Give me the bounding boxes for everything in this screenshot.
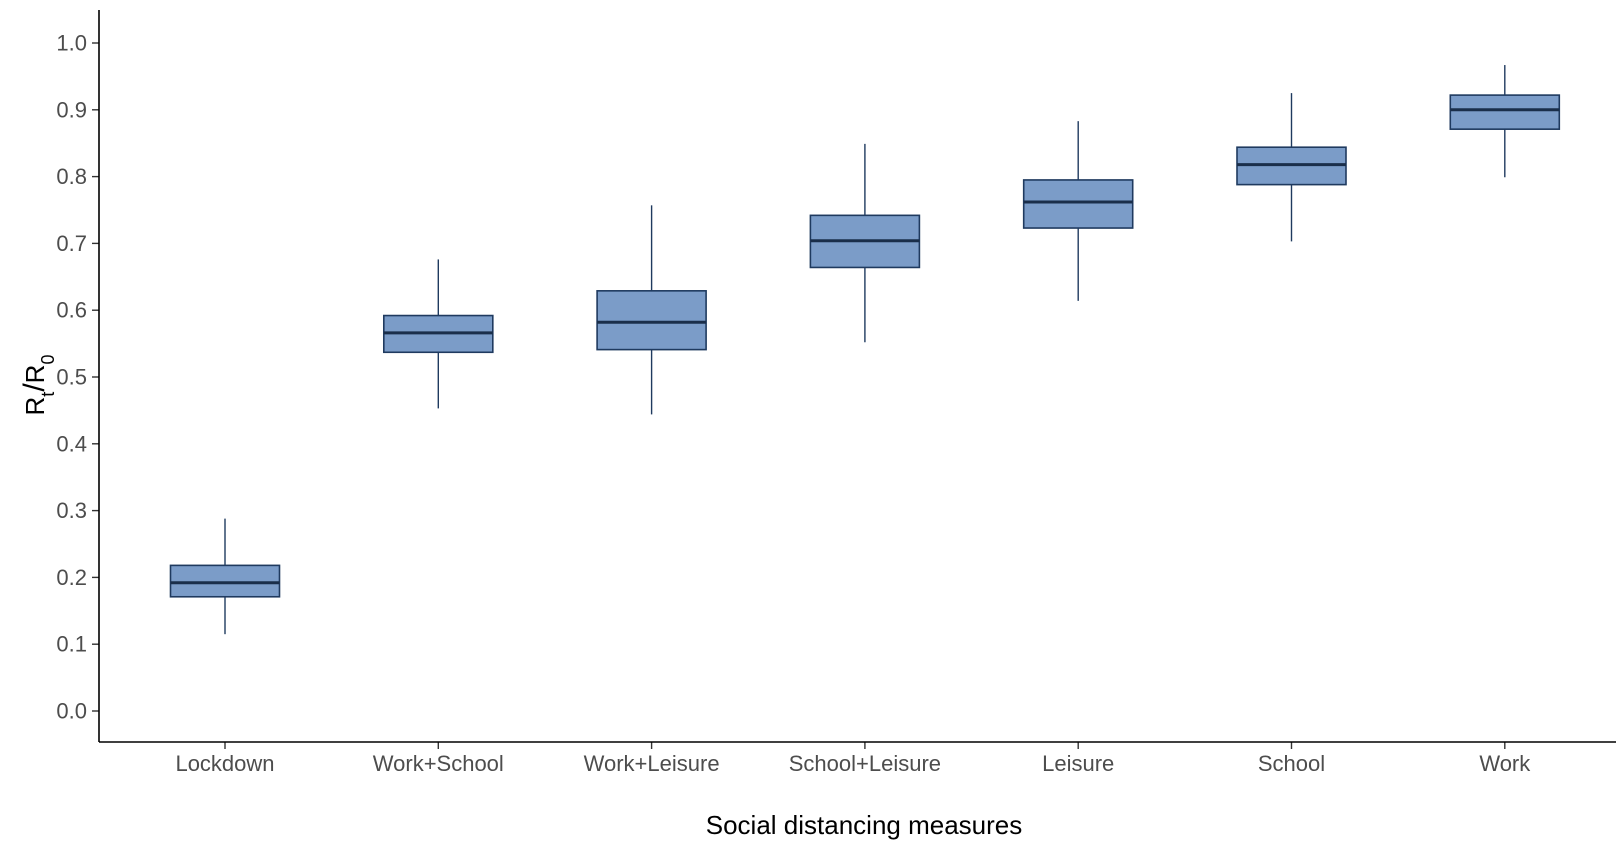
iqr-box: [1022, 179, 1134, 229]
y-tick-label: 0.0: [56, 699, 87, 724]
x-axis-ticks: Lockdown Work+School Work+Leisure School+Le…: [175, 742, 1531, 776]
x-tick-label: School: [1258, 751, 1325, 776]
y-axis-title-r2: R: [20, 365, 50, 384]
y-axis-title-r: R: [20, 397, 50, 416]
y-axis-title-sub-t: t: [38, 392, 58, 397]
y-tick-label: 0.9: [56, 97, 87, 122]
box-school-leisure: [809, 143, 921, 343]
y-tick-label: 0.1: [56, 632, 87, 657]
y-tick-label: 0.6: [56, 298, 87, 323]
iqr-box: [596, 290, 707, 351]
y-axis-ticks: 0.0 0.1 0.2 0.3 0.4 0.5 0.6 0.7 0.8 0.9 1.0: [56, 31, 99, 724]
y-axis-title-slash: /: [18, 383, 51, 392]
y-tick-label: 0.2: [56, 565, 87, 590]
y-tick-label: 1.0: [56, 31, 87, 56]
y-tick-label: 0.4: [56, 431, 87, 456]
y-tick-label: 0.5: [56, 365, 87, 390]
box-work: [1449, 65, 1561, 178]
box-work-leisure: [596, 205, 707, 415]
x-tick-label: Leisure: [1042, 751, 1114, 776]
iqr-box: [169, 564, 281, 598]
x-axis-title: Social distancing measures: [706, 810, 1023, 840]
y-tick-label: 0.3: [56, 498, 87, 523]
x-tick-label: Work: [1479, 751, 1531, 776]
x-tick-label: School+Leisure: [789, 751, 941, 776]
y-tick-label: 0.7: [56, 231, 87, 256]
x-tick-label: Lockdown: [175, 751, 274, 776]
y-tick-label: 0.8: [56, 164, 87, 189]
box-leisure: [1022, 121, 1134, 301]
box-school: [1236, 93, 1347, 242]
box-lockdown: [169, 518, 281, 635]
x-tick-label: Work+Leisure: [584, 751, 720, 776]
y-axis-title-sub-0: 0: [38, 355, 58, 365]
iqr-box: [1449, 94, 1561, 130]
box-series: [169, 65, 1561, 635]
x-tick-label: Work+School: [373, 751, 504, 776]
box-work-school: [382, 259, 494, 409]
y-axis-title: Rt/R0: [18, 355, 58, 416]
